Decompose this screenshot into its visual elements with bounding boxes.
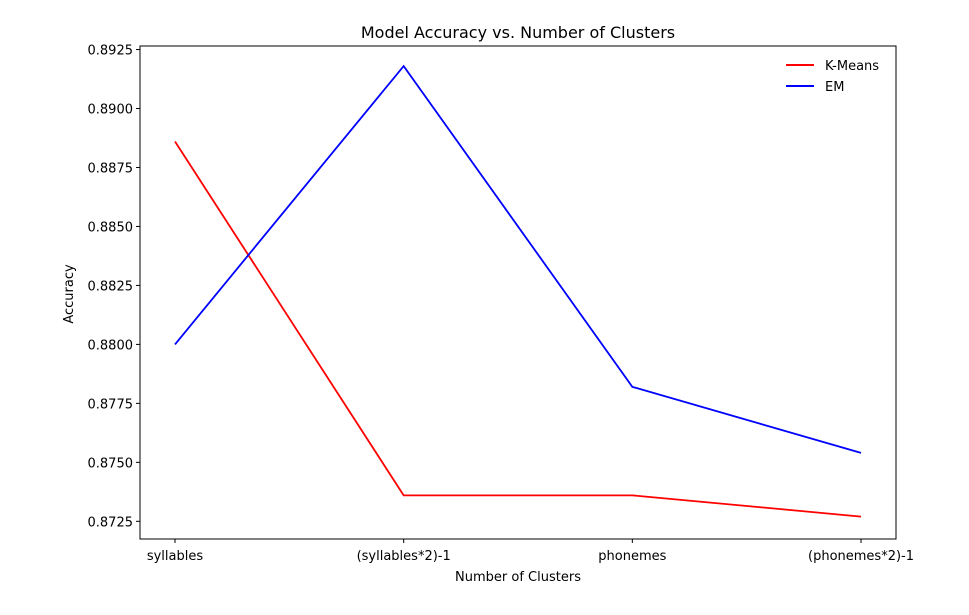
series-line-em bbox=[174, 64, 862, 454]
x-tick-label: (syllables*2)-1 bbox=[357, 549, 451, 564]
y-tick-label: 0.8800 bbox=[88, 338, 134, 353]
x-tick-label: syllables bbox=[147, 549, 204, 564]
y-tick-label: 0.8925 bbox=[88, 44, 134, 59]
plot-area bbox=[140, 46, 896, 539]
legend: K-Means EM bbox=[778, 54, 890, 100]
y-tick-label: 0.8850 bbox=[88, 220, 134, 235]
series-layer bbox=[174, 64, 862, 518]
x-axis-label: Number of Clusters bbox=[455, 570, 581, 585]
y-tick-label: 0.8775 bbox=[88, 397, 134, 412]
y-tick-label: 0.8725 bbox=[88, 515, 134, 530]
series-line-k-means bbox=[174, 141, 862, 518]
plot-background bbox=[140, 46, 896, 539]
legend-label-kmeans: K-Means bbox=[825, 59, 879, 74]
axes-layer: syllables (syllables*2)-1 phonemes (phoneme… bbox=[88, 44, 915, 564]
axes-frame bbox=[139, 45, 897, 540]
chart-title: Model Accuracy vs. Number of Clusters bbox=[361, 23, 675, 42]
legend-label-em: EM bbox=[825, 80, 844, 95]
y-axis-label: Accuracy bbox=[62, 264, 77, 324]
x-tick-label: (phonemes*2)-1 bbox=[808, 549, 914, 564]
y-tick-label: 0.8825 bbox=[88, 279, 134, 294]
y-tick-label: 0.8875 bbox=[88, 161, 134, 176]
legend-box bbox=[778, 54, 890, 100]
x-tick-label: phonemes bbox=[598, 549, 666, 564]
y-tick-label: 0.8900 bbox=[88, 103, 134, 118]
y-tick-label: 0.8750 bbox=[88, 456, 134, 471]
